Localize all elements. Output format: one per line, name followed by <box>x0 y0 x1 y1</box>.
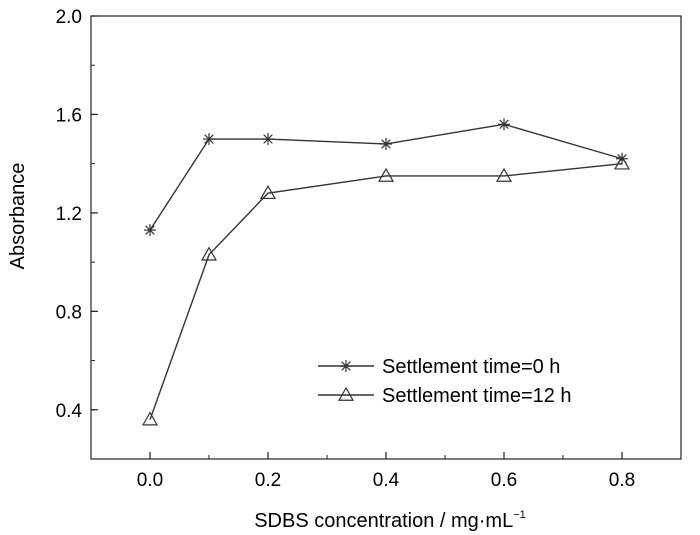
y-tick-label: 0.8 <box>56 302 82 323</box>
x-tick-label: 0.6 <box>491 470 517 491</box>
y-axis-label: Absorbance <box>7 163 29 270</box>
triangle-marker <box>337 386 355 401</box>
asterisk-marker <box>380 137 392 150</box>
series-line <box>149 123 623 231</box>
x-tick-label: 0.0 <box>137 470 163 491</box>
triangle-marker <box>377 167 395 182</box>
asterisk-marker <box>262 133 274 146</box>
triangle-marker <box>495 167 513 182</box>
legend: Settlement time=0 h Settlement time=12 h <box>318 356 572 407</box>
series-line <box>149 162 623 420</box>
legend-label: Settlement time=12 h <box>382 385 572 407</box>
x-tick-label: 0.8 <box>609 470 635 491</box>
y-tick-label: 2.0 <box>56 7 82 28</box>
asterisk-marker <box>144 224 156 237</box>
series-0 <box>144 118 628 237</box>
asterisk-marker <box>203 133 215 146</box>
y-tick-label: 1.2 <box>56 204 82 225</box>
triangle-marker <box>141 411 159 426</box>
legend-label: Settlement time=0 h <box>382 356 560 378</box>
x-axis-label: SDBS concentration / mg·mL−1 <box>254 509 526 532</box>
legend-item: Settlement time=0 h <box>318 356 560 378</box>
triangle-marker <box>259 184 277 200</box>
y-tick-label: 1.6 <box>56 105 82 126</box>
x-tick-label: 0.4 <box>373 470 400 491</box>
y-tick-label: 0.4 <box>56 401 83 422</box>
x-tick-label: 0.2 <box>255 470 281 491</box>
asterisk-marker <box>498 118 510 131</box>
asterisk-marker <box>340 360 352 372</box>
legend-item: Settlement time=12 h <box>318 385 572 407</box>
triangle-marker <box>200 246 218 261</box>
series-1 <box>141 155 631 426</box>
triangle-marker <box>613 155 631 170</box>
